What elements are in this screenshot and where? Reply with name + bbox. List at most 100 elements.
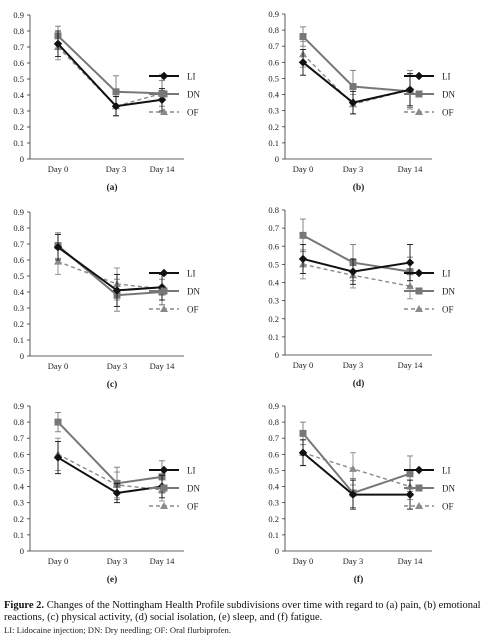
y-tick-label: 0.7 bbox=[13, 239, 24, 249]
data-point bbox=[405, 85, 415, 94]
data-point bbox=[348, 267, 358, 276]
x-tick-label: Day 14 bbox=[150, 361, 176, 371]
series-dn bbox=[54, 25, 166, 109]
data-point bbox=[111, 102, 121, 111]
x-tick-label: Day 0 bbox=[293, 360, 314, 370]
y-tick-label: 0.4 bbox=[13, 287, 24, 297]
data-point bbox=[298, 448, 308, 457]
y-tick-label: 0.2 bbox=[268, 122, 279, 132]
series-line bbox=[302, 432, 411, 495]
y-tick-label: 0 bbox=[275, 546, 279, 556]
data-point bbox=[299, 231, 307, 239]
legend-label: LI bbox=[442, 269, 451, 279]
data-point bbox=[348, 490, 358, 499]
series-li bbox=[298, 48, 415, 115]
y-tick-label: 0.6 bbox=[13, 255, 24, 265]
series-li bbox=[298, 439, 415, 510]
figure-panels: 0 0.1 0.2 0.3 0.4 0.5 0.6 0.7 0.8 0.9 Day 0 Day 3 Da… bbox=[13, 9, 455, 585]
series-dn bbox=[299, 218, 414, 287]
series-of bbox=[299, 249, 414, 300]
y-tick-label: 0.1 bbox=[268, 332, 279, 342]
data-point bbox=[112, 488, 122, 498]
legend-label: OF bbox=[442, 108, 454, 118]
y-tick-label: 0.5 bbox=[268, 465, 279, 475]
legend-label: DN bbox=[187, 90, 200, 100]
legend-label: OF bbox=[442, 305, 454, 315]
data-point bbox=[53, 39, 63, 48]
y-tick-label: 0.8 bbox=[268, 205, 279, 215]
data-point bbox=[348, 98, 358, 107]
series-li bbox=[298, 243, 415, 285]
legend-marker bbox=[414, 268, 424, 278]
y-tick-label: 0.5 bbox=[268, 73, 279, 83]
y-tick-label: 0.4 bbox=[268, 482, 279, 492]
series-li bbox=[53, 233, 167, 307]
x-tick-label: Day 3 bbox=[343, 556, 364, 566]
y-tick-label: 0.7 bbox=[13, 42, 24, 52]
x-tick-label: Day 0 bbox=[48, 361, 69, 371]
panel-label: (b) bbox=[353, 182, 365, 193]
y-tick-label: 0.2 bbox=[268, 314, 279, 324]
legend-label: DN bbox=[442, 90, 455, 100]
y-tick-label: 0.2 bbox=[13, 514, 24, 524]
y-tick-label: 0.9 bbox=[13, 207, 24, 217]
series-li bbox=[53, 440, 167, 504]
y-tick-label: 0 bbox=[20, 351, 24, 361]
y-tick-label: 0.9 bbox=[13, 401, 24, 411]
data-point bbox=[54, 418, 62, 426]
y-tick-label: 0.6 bbox=[268, 449, 279, 459]
series-line bbox=[57, 453, 163, 491]
legend-marker bbox=[414, 465, 424, 475]
y-tick-label: 0.1 bbox=[13, 530, 24, 540]
y-tick-label: 0.5 bbox=[13, 74, 24, 84]
y-tick-label: 0.7 bbox=[268, 41, 279, 51]
legend-label: LI bbox=[187, 466, 196, 476]
data-point bbox=[405, 258, 415, 267]
panel-label: (e) bbox=[107, 574, 118, 585]
data-point bbox=[298, 58, 308, 67]
legend-marker bbox=[415, 108, 423, 115]
legend-label: DN bbox=[187, 484, 200, 494]
legend-label: DN bbox=[442, 287, 455, 297]
legend-marker bbox=[415, 287, 423, 295]
y-tick-label: 0.3 bbox=[13, 106, 24, 116]
y-tick-label: 0.9 bbox=[13, 10, 24, 20]
y-tick-label: 0 bbox=[20, 154, 24, 164]
data-point bbox=[349, 464, 357, 472]
y-tick-label: 0.7 bbox=[13, 433, 24, 443]
y-tick-label: 0.3 bbox=[13, 303, 24, 313]
y-tick-label: 0.8 bbox=[268, 417, 279, 427]
series-line bbox=[302, 263, 411, 287]
legend-marker bbox=[159, 465, 169, 475]
data-point bbox=[349, 83, 357, 90]
y-tick-label: 0.1 bbox=[13, 138, 24, 148]
y-tick-label: 0.5 bbox=[13, 465, 24, 475]
series-line bbox=[57, 421, 163, 485]
data-point bbox=[54, 257, 62, 265]
x-tick-label: Day 3 bbox=[107, 556, 128, 566]
series-line bbox=[302, 234, 411, 273]
legend-marker bbox=[160, 484, 168, 492]
y-tick-label: 0.3 bbox=[268, 498, 279, 508]
legend: LI DN OF bbox=[404, 269, 455, 315]
chart-panel-5: 0 0.1 0.2 0.3 0.4 0.5 0.6 0.7 0.8 0.9 Day 0 Day 3 Da… bbox=[13, 401, 200, 585]
y-tick-label: 0.6 bbox=[268, 241, 279, 251]
x-tick-label: Day 3 bbox=[107, 361, 128, 371]
series-dn bbox=[54, 411, 166, 500]
legend: LI DN OF bbox=[149, 466, 200, 512]
y-tick-label: 0.5 bbox=[13, 271, 24, 281]
y-tick-label: 0.6 bbox=[268, 57, 279, 67]
legend-marker bbox=[415, 502, 423, 509]
legend-label: OF bbox=[187, 108, 199, 118]
x-tick-label: Day 14 bbox=[398, 360, 424, 370]
data-point bbox=[406, 470, 414, 478]
y-tick-label: 0.7 bbox=[268, 433, 279, 443]
chart-panel-2: 0 0.1 0.2 0.3 0.4 0.5 0.6 0.7 0.8 0.9 Day 0 Day 3 Da… bbox=[268, 9, 455, 193]
panel-label: (f) bbox=[354, 574, 364, 585]
data-point bbox=[405, 490, 415, 499]
y-tick-label: 0.6 bbox=[13, 449, 24, 459]
y-tick-label: 0.2 bbox=[13, 319, 24, 329]
legend-marker bbox=[159, 71, 169, 81]
y-tick-label: 0.9 bbox=[268, 401, 279, 411]
legend-marker bbox=[415, 305, 423, 312]
